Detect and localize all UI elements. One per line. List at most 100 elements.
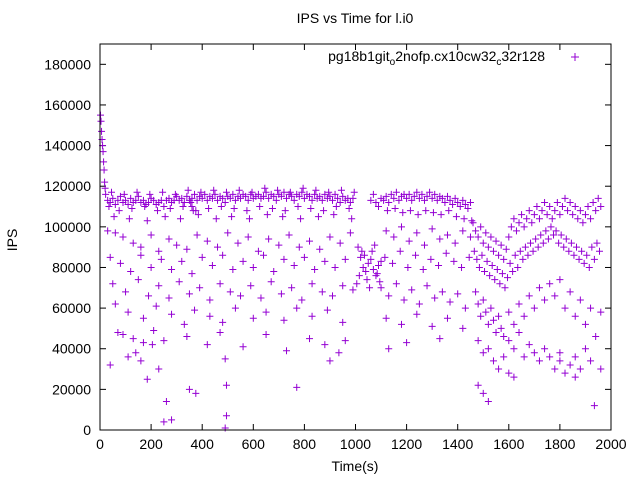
data-point: [210, 186, 218, 194]
data-point: [404, 263, 412, 271]
data-point: [584, 203, 592, 211]
data-point: [203, 341, 211, 349]
data-point: [530, 349, 538, 357]
data-point: [382, 314, 390, 322]
data-point: [106, 198, 114, 206]
data-point: [329, 292, 337, 300]
data-point: [594, 194, 602, 202]
data-point: [484, 320, 492, 328]
data-point: [318, 196, 326, 204]
data-point: [178, 194, 186, 202]
data-point: [147, 263, 155, 271]
data-point: [367, 196, 375, 204]
data-point: [262, 308, 270, 316]
data-point: [445, 207, 453, 215]
data-point: [141, 203, 149, 211]
data-point: [231, 196, 239, 204]
data-point: [254, 190, 262, 198]
data-point: [101, 178, 109, 186]
data-point: [408, 286, 416, 294]
data-point: [165, 235, 173, 243]
x-tick-label: 1000: [340, 436, 371, 452]
data-point: [197, 188, 205, 196]
data-point: [262, 331, 270, 339]
data-point: [580, 259, 588, 267]
data-point: [231, 304, 239, 312]
data-point: [307, 205, 315, 213]
data-point: [495, 365, 503, 373]
data-point: [390, 194, 398, 202]
data-point: [277, 192, 285, 200]
legend-marker: [571, 53, 579, 61]
data-point: [587, 215, 595, 223]
x-tick-label: 1400: [442, 436, 473, 452]
data-point: [224, 229, 232, 237]
data-point: [546, 280, 554, 288]
axis-ticks: 0 200 400 600 800 1000 1200 1400 1600 1800 2000020…: [44, 44, 627, 452]
data-point: [306, 192, 314, 200]
data-point: [272, 196, 280, 204]
plot-frame: [99, 43, 612, 431]
data-point: [173, 241, 181, 249]
data-point: [193, 196, 201, 204]
data-point: [395, 196, 403, 204]
data-point: [565, 247, 573, 255]
data-point: [377, 194, 385, 202]
data-point: [553, 198, 561, 206]
data-point: [497, 241, 505, 249]
data-point: [382, 227, 390, 235]
data-point: [160, 418, 168, 426]
data-point: [533, 203, 541, 211]
data-point: [493, 266, 501, 274]
data-point: [561, 194, 569, 202]
data-point: [320, 207, 328, 215]
data-point: [331, 190, 339, 198]
data-point: [548, 215, 556, 223]
data-point: [589, 198, 597, 206]
data-point: [254, 247, 262, 255]
data-point: [275, 241, 283, 249]
data-point: [212, 215, 220, 223]
data-point: [408, 196, 416, 204]
data-point: [216, 328, 224, 336]
data-point: [482, 229, 490, 237]
data-point: [422, 207, 430, 215]
data-point: [143, 217, 151, 225]
data-point: [346, 198, 354, 206]
data-point: [257, 294, 265, 302]
data-point: [180, 320, 188, 328]
data-point: [504, 274, 512, 282]
data-point: [403, 339, 411, 347]
data-point: [423, 192, 431, 200]
data-point: [597, 365, 605, 373]
x-tick-label: 400: [191, 436, 215, 452]
data-point: [128, 205, 136, 213]
data-point: [183, 192, 191, 200]
data-point: [415, 194, 423, 202]
data-point: [133, 188, 141, 196]
data-point: [116, 192, 124, 200]
data-point: [438, 288, 446, 296]
data-point: [597, 308, 605, 316]
data-point: [519, 255, 527, 263]
data-point: [316, 192, 324, 200]
data-point: [474, 233, 482, 241]
data-point: [460, 215, 468, 223]
data-point: [229, 190, 237, 198]
data-point: [547, 223, 555, 231]
data-point: [191, 190, 199, 198]
data-point: [171, 190, 179, 198]
data-point: [500, 353, 508, 361]
data-point: [297, 215, 305, 223]
data-point: [176, 215, 184, 223]
data-point: [385, 292, 393, 300]
data-point: [248, 188, 256, 196]
data-point: [469, 219, 477, 227]
data-point: [366, 284, 374, 292]
data-point: [235, 186, 243, 194]
data-point: [98, 127, 106, 135]
data-point: [101, 184, 109, 192]
x-tick-label: 0: [96, 436, 104, 452]
data-point: [560, 243, 568, 251]
data-point: [247, 282, 255, 290]
